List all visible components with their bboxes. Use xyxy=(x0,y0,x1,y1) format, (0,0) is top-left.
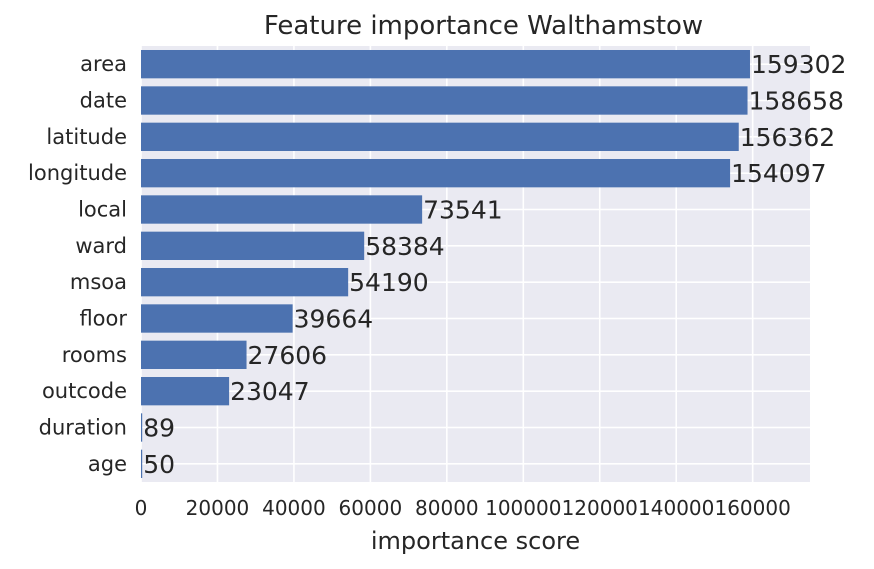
bar-latitude xyxy=(141,122,739,152)
y-tick-label: duration xyxy=(39,416,127,440)
value-label: 156362 xyxy=(740,123,835,152)
value-label: 27606 xyxy=(248,341,328,370)
value-label: 50 xyxy=(143,450,175,479)
y-tick-label: rooms xyxy=(62,343,127,367)
x-tick-label: 120000 xyxy=(562,496,638,520)
x-tick-label: 140000 xyxy=(638,496,714,520)
y-tick-labels: area date latitude longitude local ward msoa fl… xyxy=(28,52,127,476)
y-tick-label: longitude xyxy=(28,161,127,185)
bar-outcode xyxy=(141,376,230,406)
value-label: 154097 xyxy=(731,159,826,188)
value-label: 58384 xyxy=(365,232,445,261)
y-tick-label: latitude xyxy=(46,125,127,149)
value-label: 159302 xyxy=(751,50,846,79)
bar-ward xyxy=(141,231,365,261)
bar-date xyxy=(141,86,748,115)
y-tick-label: area xyxy=(80,52,127,76)
bar-msoa xyxy=(141,267,349,297)
value-labels: 159302 158658 156362 154097 73541 58384 54190 3… xyxy=(143,50,846,479)
y-tick-label: age xyxy=(88,452,127,476)
x-tick-label: 80000 xyxy=(415,496,479,520)
value-label: 39664 xyxy=(294,305,374,334)
value-label: 54190 xyxy=(349,268,429,297)
plot-area xyxy=(141,46,810,482)
value-label: 89 xyxy=(143,414,175,443)
y-tick-label: outcode xyxy=(42,379,127,403)
x-tick-label: 160000 xyxy=(714,496,790,520)
bar-floor xyxy=(141,304,293,333)
x-tick-label: 0 xyxy=(135,496,148,520)
bar-duration xyxy=(141,413,143,442)
bar-local xyxy=(141,195,423,224)
y-tick-label: ward xyxy=(75,234,127,258)
x-tick-label: 40000 xyxy=(262,496,326,520)
bar-longitude xyxy=(141,158,731,188)
x-tick-label: 20000 xyxy=(186,496,250,520)
value-label: 158658 xyxy=(749,87,844,116)
y-tick-label: floor xyxy=(79,307,127,331)
bar-rooms xyxy=(141,340,247,370)
x-axis-label: importance score xyxy=(371,527,580,555)
x-tick-labels: 0 20000 40000 60000 80000 100000 120000 140000 1… xyxy=(135,496,791,520)
y-tick-label: date xyxy=(80,89,127,113)
bar-age xyxy=(141,449,143,479)
x-tick-label: 60000 xyxy=(339,496,403,520)
value-label: 23047 xyxy=(230,377,310,406)
bar-area xyxy=(141,49,750,79)
value-label: 73541 xyxy=(423,196,503,225)
y-tick-label: local xyxy=(78,198,127,222)
y-tick-label: msoa xyxy=(70,270,127,294)
bars xyxy=(141,49,750,479)
x-tick-label: 100000 xyxy=(485,496,561,520)
chart-title: Feature importance Walthamstow xyxy=(264,11,703,41)
